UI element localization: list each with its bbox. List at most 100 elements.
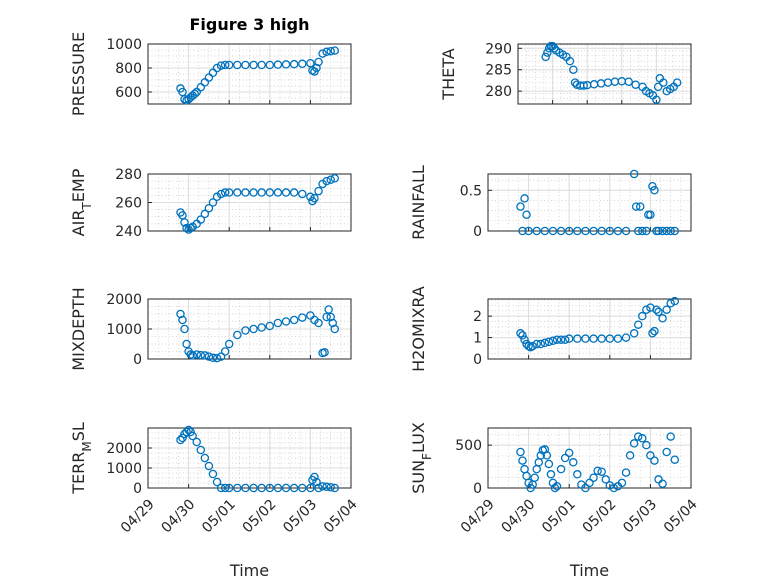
y-axis-label: MIXDEPTH <box>69 287 88 370</box>
data-point <box>662 305 671 314</box>
data-point <box>581 483 590 493</box>
data-point <box>617 478 627 488</box>
data-point <box>208 68 218 78</box>
data-point <box>326 482 335 492</box>
y-axis-label: TERRMSL <box>69 422 94 495</box>
data-point <box>518 456 527 465</box>
data-point <box>265 483 275 493</box>
data-point <box>190 89 199 99</box>
data-point <box>536 339 546 349</box>
data-point <box>516 329 525 338</box>
data-point <box>666 299 675 308</box>
data-point <box>613 226 623 236</box>
data-point <box>192 437 201 447</box>
data-point <box>548 226 558 236</box>
data-point <box>318 49 327 58</box>
data-point <box>196 350 206 360</box>
data-point <box>653 82 663 92</box>
x-tick-label: 05/02 <box>580 496 620 536</box>
data-point <box>233 483 242 493</box>
data-point <box>652 95 661 104</box>
x-tick-label: 04/29 <box>118 496 158 536</box>
data-point <box>638 434 647 443</box>
data-point <box>593 466 602 476</box>
data-point <box>658 226 667 236</box>
data-point <box>180 218 189 227</box>
data-point <box>289 188 299 197</box>
data-point <box>310 193 319 203</box>
subplot-theta: 280 285 290 THETA <box>439 41 692 105</box>
data-point <box>204 203 214 213</box>
data-point <box>233 330 242 340</box>
data-point <box>330 174 340 183</box>
y-tick-label: 280 <box>485 84 512 100</box>
data-point <box>520 335 529 344</box>
data-point <box>241 483 250 493</box>
data-point <box>306 192 315 202</box>
data-point <box>670 296 680 306</box>
data-point <box>633 432 643 441</box>
data-point <box>610 77 620 86</box>
data-point <box>212 353 222 363</box>
data-point <box>518 331 527 340</box>
data-point <box>520 194 529 203</box>
data-point <box>220 347 230 356</box>
x-tick-label: 05/02 <box>240 496 280 536</box>
data-point <box>233 188 242 197</box>
data-point <box>298 483 307 493</box>
axes-frame <box>487 298 692 360</box>
data-point <box>605 226 615 236</box>
data-point <box>532 226 541 236</box>
y-axis-label: RAINFALL <box>409 165 428 240</box>
axes-frame <box>517 43 692 105</box>
y-tick-label: 2000 <box>106 441 142 457</box>
data-point <box>178 433 187 443</box>
x-tick-label: 05/04 <box>321 496 361 536</box>
data-point <box>314 57 323 67</box>
y-tick-label: 0.5 <box>460 183 482 199</box>
y-tick-label: 0 <box>133 481 142 497</box>
data-point <box>629 439 639 448</box>
data-point <box>180 324 189 334</box>
data-point <box>241 326 250 335</box>
subplot-terr-msl: 0 1000 2000 04/29 04/30 05/01 05/02 05/03 05/04 T… <box>69 422 361 580</box>
data-point <box>224 339 234 349</box>
data-point <box>178 315 187 325</box>
data-point <box>589 334 598 343</box>
x-tick-label: 05/04 <box>661 496 701 536</box>
data-point <box>216 352 226 361</box>
data-point <box>670 455 680 464</box>
x-axis-label: Time <box>229 561 269 580</box>
x-tick-label: 05/03 <box>620 496 660 536</box>
data-point <box>564 448 574 458</box>
data-point <box>573 470 582 479</box>
y-tick-label: 280 <box>115 167 142 183</box>
data-point <box>310 472 319 482</box>
data-point <box>318 482 327 491</box>
data-point <box>208 198 218 207</box>
data-point <box>265 60 275 70</box>
data-point <box>257 60 266 70</box>
data-point <box>182 223 191 233</box>
data-point <box>601 475 610 484</box>
data-point <box>597 467 606 476</box>
data-point <box>518 226 527 236</box>
data-point <box>249 483 258 493</box>
data-point <box>233 60 242 70</box>
data-point <box>186 427 195 437</box>
data-point <box>546 470 556 479</box>
data-point <box>196 445 206 455</box>
data-point <box>532 464 541 474</box>
data-point <box>569 65 578 74</box>
y-tick-label: 1000 <box>106 322 142 338</box>
y-axis-label: SUNFLUX <box>409 422 434 494</box>
data-point <box>182 427 191 437</box>
data-point <box>629 329 639 338</box>
data-point <box>314 483 323 493</box>
data-point <box>585 478 594 488</box>
data-point <box>581 226 590 236</box>
data-point <box>573 334 582 343</box>
data-point <box>605 334 615 343</box>
data-point <box>621 226 631 236</box>
y-tick-label: 1000 <box>106 37 142 53</box>
